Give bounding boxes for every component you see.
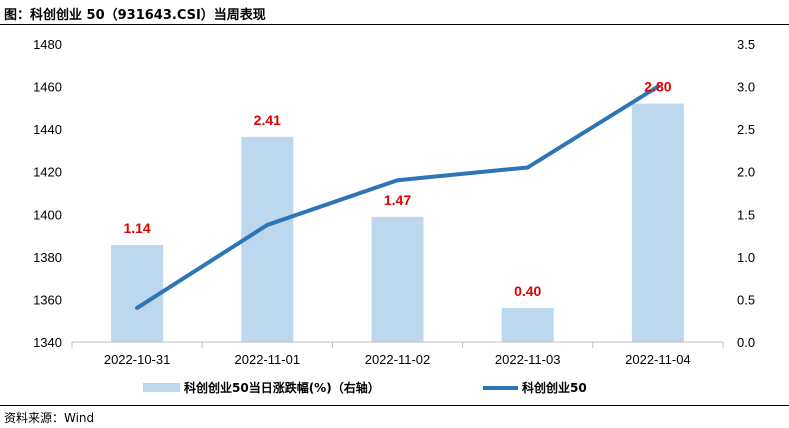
x-tick-label: 2022-11-03 bbox=[495, 352, 561, 367]
right-tick-label: 2.0 bbox=[737, 165, 755, 180]
right-tick-label: 1.5 bbox=[737, 207, 755, 222]
left-tick-label: 1380 bbox=[33, 250, 62, 265]
x-tick-label: 2022-11-01 bbox=[235, 352, 301, 367]
left-tick-label: 1340 bbox=[33, 335, 62, 350]
left-tick-label: 1480 bbox=[33, 37, 62, 52]
left-tick-label: 1400 bbox=[33, 207, 62, 222]
legend: 科创创业50当日涨跌幅(%)（右轴） 科创创业50 bbox=[143, 380, 587, 395]
left-tick-label: 1460 bbox=[33, 80, 62, 95]
legend-label-line: 科创创业50 bbox=[522, 380, 587, 395]
right-tick-label: 3.5 bbox=[737, 37, 755, 52]
right-tick-label: 0.5 bbox=[737, 292, 755, 307]
bar-series bbox=[111, 103, 684, 342]
left-tick-label: 1420 bbox=[33, 165, 62, 180]
x-axis: 2022-10-31 2022-11-01 2022-11-02 2022-11-03… bbox=[71, 341, 724, 367]
x-tick-label: 2022-11-04 bbox=[625, 352, 691, 367]
left-tick-label: 1440 bbox=[33, 122, 62, 137]
bar bbox=[371, 216, 424, 342]
data-label: 1.47 bbox=[384, 192, 411, 208]
right-axis: 0.0 0.5 1.0 1.5 2.0 2.5 3.0 3.5 bbox=[737, 37, 755, 350]
bar-data-labels: 1.14 2.41 1.47 0.40 2.80 bbox=[123, 79, 671, 299]
data-label: 0.40 bbox=[514, 283, 541, 299]
title-divider bbox=[0, 24, 789, 25]
x-tick-label: 2022-10-31 bbox=[104, 352, 171, 367]
data-label: 2.41 bbox=[254, 112, 281, 128]
x-tick-label: 2022-11-02 bbox=[365, 352, 431, 367]
data-label: 2.80 bbox=[644, 79, 671, 95]
right-tick-label: 1.0 bbox=[737, 250, 755, 265]
legend-label-bar: 科创创业50当日涨跌幅(%)（右轴） bbox=[184, 380, 380, 395]
source-divider bbox=[0, 405, 789, 406]
right-tick-label: 2.5 bbox=[737, 122, 755, 137]
left-tick-label: 1360 bbox=[33, 292, 62, 307]
data-label: 1.14 bbox=[123, 220, 150, 236]
legend-swatch-bar bbox=[143, 383, 180, 392]
source-note: 资料来源：Wind bbox=[4, 411, 95, 425]
bar bbox=[111, 244, 164, 342]
chart-title: 图：科创创业 50（931643.CSI）当周表现 bbox=[4, 8, 266, 23]
series-line bbox=[135, 84, 660, 310]
bar bbox=[241, 136, 294, 342]
line-series bbox=[135, 84, 660, 310]
bar bbox=[501, 307, 554, 342]
bar bbox=[631, 103, 684, 342]
left-axis: 1340 1360 1380 1400 1420 1440 1460 1480 bbox=[33, 37, 62, 350]
right-tick-label: 3.0 bbox=[737, 80, 755, 95]
right-tick-label: 0.0 bbox=[737, 335, 755, 350]
